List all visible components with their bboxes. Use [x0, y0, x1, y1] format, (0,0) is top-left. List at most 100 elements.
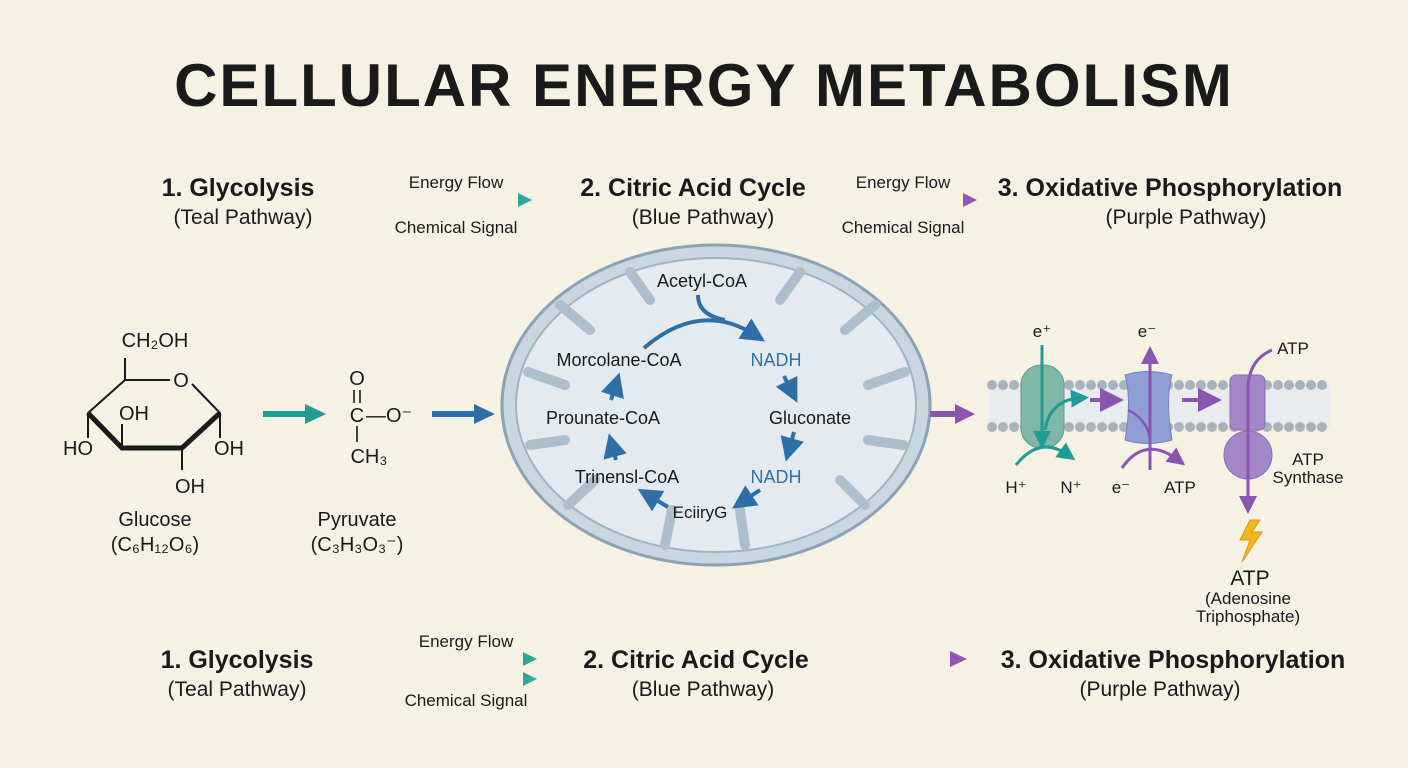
stage-title: 2. Citric Acid Cycle [580, 174, 806, 202]
stage-title: 1. Glycolysis [161, 646, 314, 674]
glucose-oh: OH [214, 438, 244, 460]
chemical-signal-label: Chemical Signal [395, 218, 518, 237]
cycle-arrow [780, 431, 804, 462]
phospholipid-head [1086, 422, 1096, 432]
phospholipid-head [1207, 422, 1217, 432]
atp-label: ATP [1164, 478, 1196, 497]
atp-product-label: Triphosphate) [1196, 607, 1300, 626]
stage-subtitle: (Blue Pathway) [632, 206, 774, 229]
energy-flow-label: Energy Flow [409, 173, 504, 192]
cycle-prounate-coa: Prounate-CoA [546, 408, 660, 428]
energy-flow-label: Energy Flow [856, 173, 951, 192]
bottom-stage-citric: 2. Citric Acid Cycle (Blue Pathway) [583, 646, 809, 701]
top-stage-citric: 2. Citric Acid Cycle (Blue Pathway) [580, 174, 806, 229]
cycle-gluconate: Gluconate [769, 408, 851, 428]
pyruvate-carbon: C [350, 405, 364, 427]
phospholipid-head [998, 380, 1008, 390]
cycle-arrow [696, 294, 726, 322]
arrow-head [523, 652, 537, 666]
h-plus-label: H⁺ [1005, 478, 1026, 497]
arrow-head [305, 404, 326, 424]
phospholipid-head [1284, 422, 1294, 432]
n-plus-label: N⁺ [1060, 478, 1081, 497]
phospholipid-head [1196, 380, 1206, 390]
cycle-acetyl-coa: Acetyl-CoA [657, 271, 747, 291]
e-minus-label: e⁻ [1138, 322, 1156, 341]
glucose-oh: OH [119, 403, 149, 425]
cycle-morcolane-coa: Morcolane-CoA [556, 350, 681, 370]
synthase-label: ATP [1292, 450, 1324, 469]
phospholipid-head [1108, 380, 1118, 390]
cycle-arrow [603, 433, 627, 461]
arrow-head [955, 404, 975, 424]
bottom-stage-oxidative: 3. Oxidative Phosphorylation (Purple Pat… [1001, 646, 1346, 701]
arrow-head [518, 193, 532, 207]
synthase-label: Synthase [1273, 468, 1344, 487]
pyruvate-oxygen: O [349, 368, 365, 390]
arrow-head [950, 651, 967, 667]
chemical-signal-label: Chemical Signal [842, 218, 965, 237]
pyruvate-ch3: CH₃ [350, 446, 387, 468]
glucose-structure [86, 358, 222, 470]
glucose-ho: HO [63, 438, 93, 460]
phospholipid-head [1009, 422, 1019, 432]
cycle-arrow [642, 318, 766, 350]
phospholipid-head [1273, 422, 1283, 432]
mitochondrion [500, 243, 932, 567]
stage-subtitle: (Purple Pathway) [1105, 206, 1266, 229]
stage-subtitle: (Purple Pathway) [1079, 678, 1240, 701]
stage-title: 2. Citric Acid Cycle [583, 646, 809, 674]
phospholipid-head [1108, 422, 1118, 432]
glucose-ring-oxygen: O [173, 370, 189, 392]
stage-title: 3. Oxidative Phosphorylation [1001, 646, 1346, 674]
cycle-nadh: NADH [750, 350, 801, 370]
phospholipid-head [1174, 380, 1184, 390]
top-arrow-2: Energy Flow Chemical Signal [835, 173, 977, 237]
atp-label: ATP [1277, 339, 1309, 358]
phospholipid-head [1306, 422, 1316, 432]
chemical-signal-label: Chemical Signal [405, 691, 528, 710]
top-stage-oxidative: 3. Oxidative Phosphorylation (Purple Pat… [998, 174, 1343, 229]
phospholipid-head [1185, 422, 1195, 432]
phospholipid-head [987, 380, 997, 390]
phospholipid-head [1075, 380, 1085, 390]
glucose-formula: (C₆H₁₂O₆) [111, 534, 199, 556]
phospholipid-head [1317, 380, 1327, 390]
glucose-oh: OH [175, 476, 205, 498]
stage-title: 1. Glycolysis [162, 174, 315, 202]
pyruvate-bonds [353, 390, 361, 442]
bottom-stage-glycolysis: 1. Glycolysis (Teal Pathway) [161, 646, 314, 701]
cycle-arrow [637, 488, 670, 512]
e-minus-label: e⁻ [1112, 478, 1130, 497]
phospholipid-head [1097, 422, 1107, 432]
glucose-ch2oh: CH₂OH [122, 330, 189, 352]
phospholipid-head [1009, 380, 1019, 390]
top-arrow-1: Energy Flow Chemical Signal [385, 173, 532, 237]
phospholipid-head [1064, 422, 1074, 432]
cycle-trinensyl-coa: Trinensl-CoA [575, 467, 679, 487]
complex-1 [1014, 345, 1089, 466]
e-plus-label: e⁺ [1033, 322, 1051, 341]
phospholipid-head [1218, 380, 1228, 390]
phospholipid-head [1064, 380, 1074, 390]
atp-synthase [1223, 348, 1273, 514]
pyruvate-o-minus: —O⁻ [366, 405, 412, 427]
bottom-arrow-1: Energy Flow Chemical Signal [395, 632, 537, 710]
pyruvate-formula: (C₃H₃O₃⁻) [311, 534, 404, 556]
complex-2 [1120, 346, 1186, 470]
phospholipid-head [1196, 422, 1206, 432]
cycle-eciiryg: EciiryG [673, 503, 728, 522]
cycle-arrow [775, 375, 798, 403]
phospholipid-head [1273, 380, 1283, 390]
atp-product-label: (Adenosine [1205, 589, 1291, 608]
phospholipid-head [1295, 380, 1305, 390]
lightning-bolt-icon [1239, 519, 1263, 563]
phospholipid-head [1086, 380, 1096, 390]
glucose-name: Glucose [118, 509, 191, 531]
phospholipid-head [1075, 422, 1085, 432]
cycle-arrow [732, 485, 762, 509]
phospholipid-head [987, 422, 997, 432]
stage-subtitle: (Teal Pathway) [168, 678, 307, 701]
phospholipid-head [1207, 380, 1217, 390]
phospholipid-head [1306, 380, 1316, 390]
